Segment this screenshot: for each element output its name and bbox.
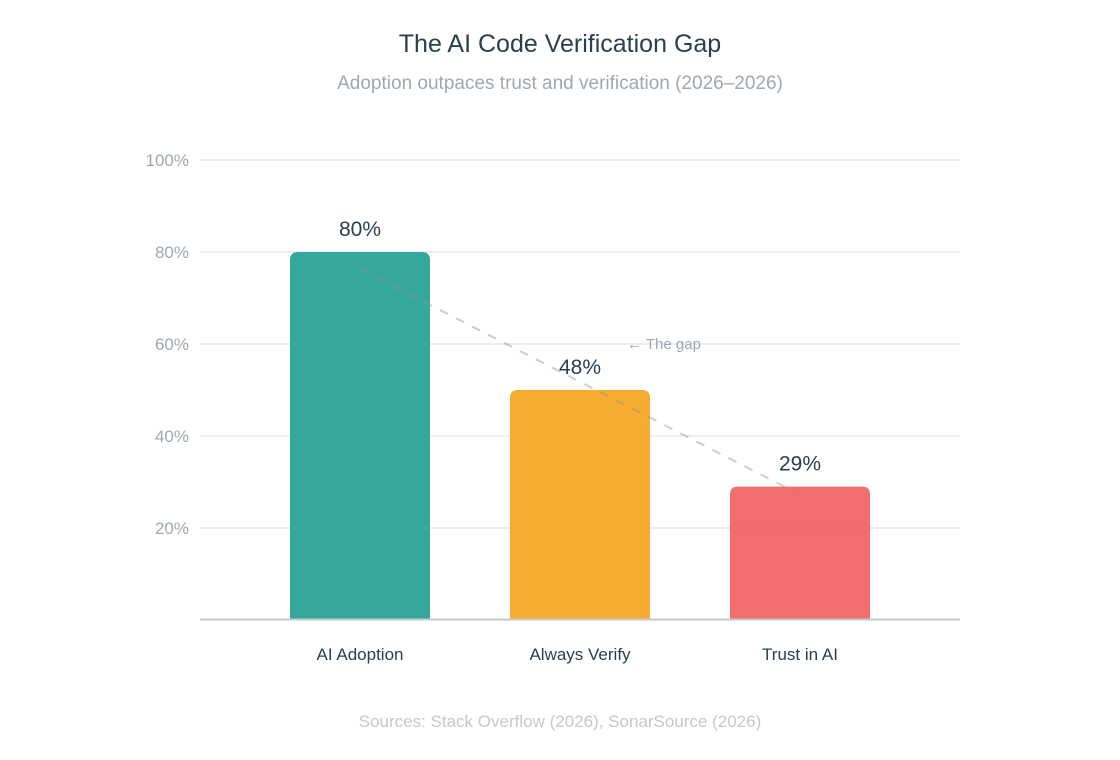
x-axis-ticks: AI Adoption Always Verify Trust in AI <box>317 645 838 664</box>
chart-subtitle: Adoption outpaces trust and verification… <box>337 73 783 94</box>
y-tick-label: 100% <box>146 151 189 170</box>
y-tick-label: 20% <box>155 519 189 538</box>
value-label: 29% <box>779 453 821 476</box>
gap-annotation: ← The gap <box>627 336 701 353</box>
source-note: Sources: Stack Overflow (2026), SonarSou… <box>358 712 762 731</box>
y-tick-label: 40% <box>155 427 189 446</box>
y-tick-label: 60% <box>155 335 189 354</box>
x-tick-label: Trust in AI <box>762 645 838 664</box>
value-labels: 80% 48% 29% <box>339 218 821 476</box>
value-label: 48% <box>559 356 601 379</box>
x-tick-label: AI Adoption <box>317 645 404 664</box>
value-label: 80% <box>339 218 381 241</box>
y-axis-ticks: 20% 40% 60% 80% 100% <box>146 151 189 538</box>
bar-ai-adoption <box>290 252 430 620</box>
chart-title: The AI Code Verification Gap <box>398 30 722 58</box>
bar-trust-in-ai <box>730 486 870 620</box>
x-tick-label: Always Verify <box>529 645 631 664</box>
bar-always-verify <box>510 390 650 620</box>
bars <box>290 252 870 620</box>
y-tick-label: 80% <box>155 243 189 262</box>
